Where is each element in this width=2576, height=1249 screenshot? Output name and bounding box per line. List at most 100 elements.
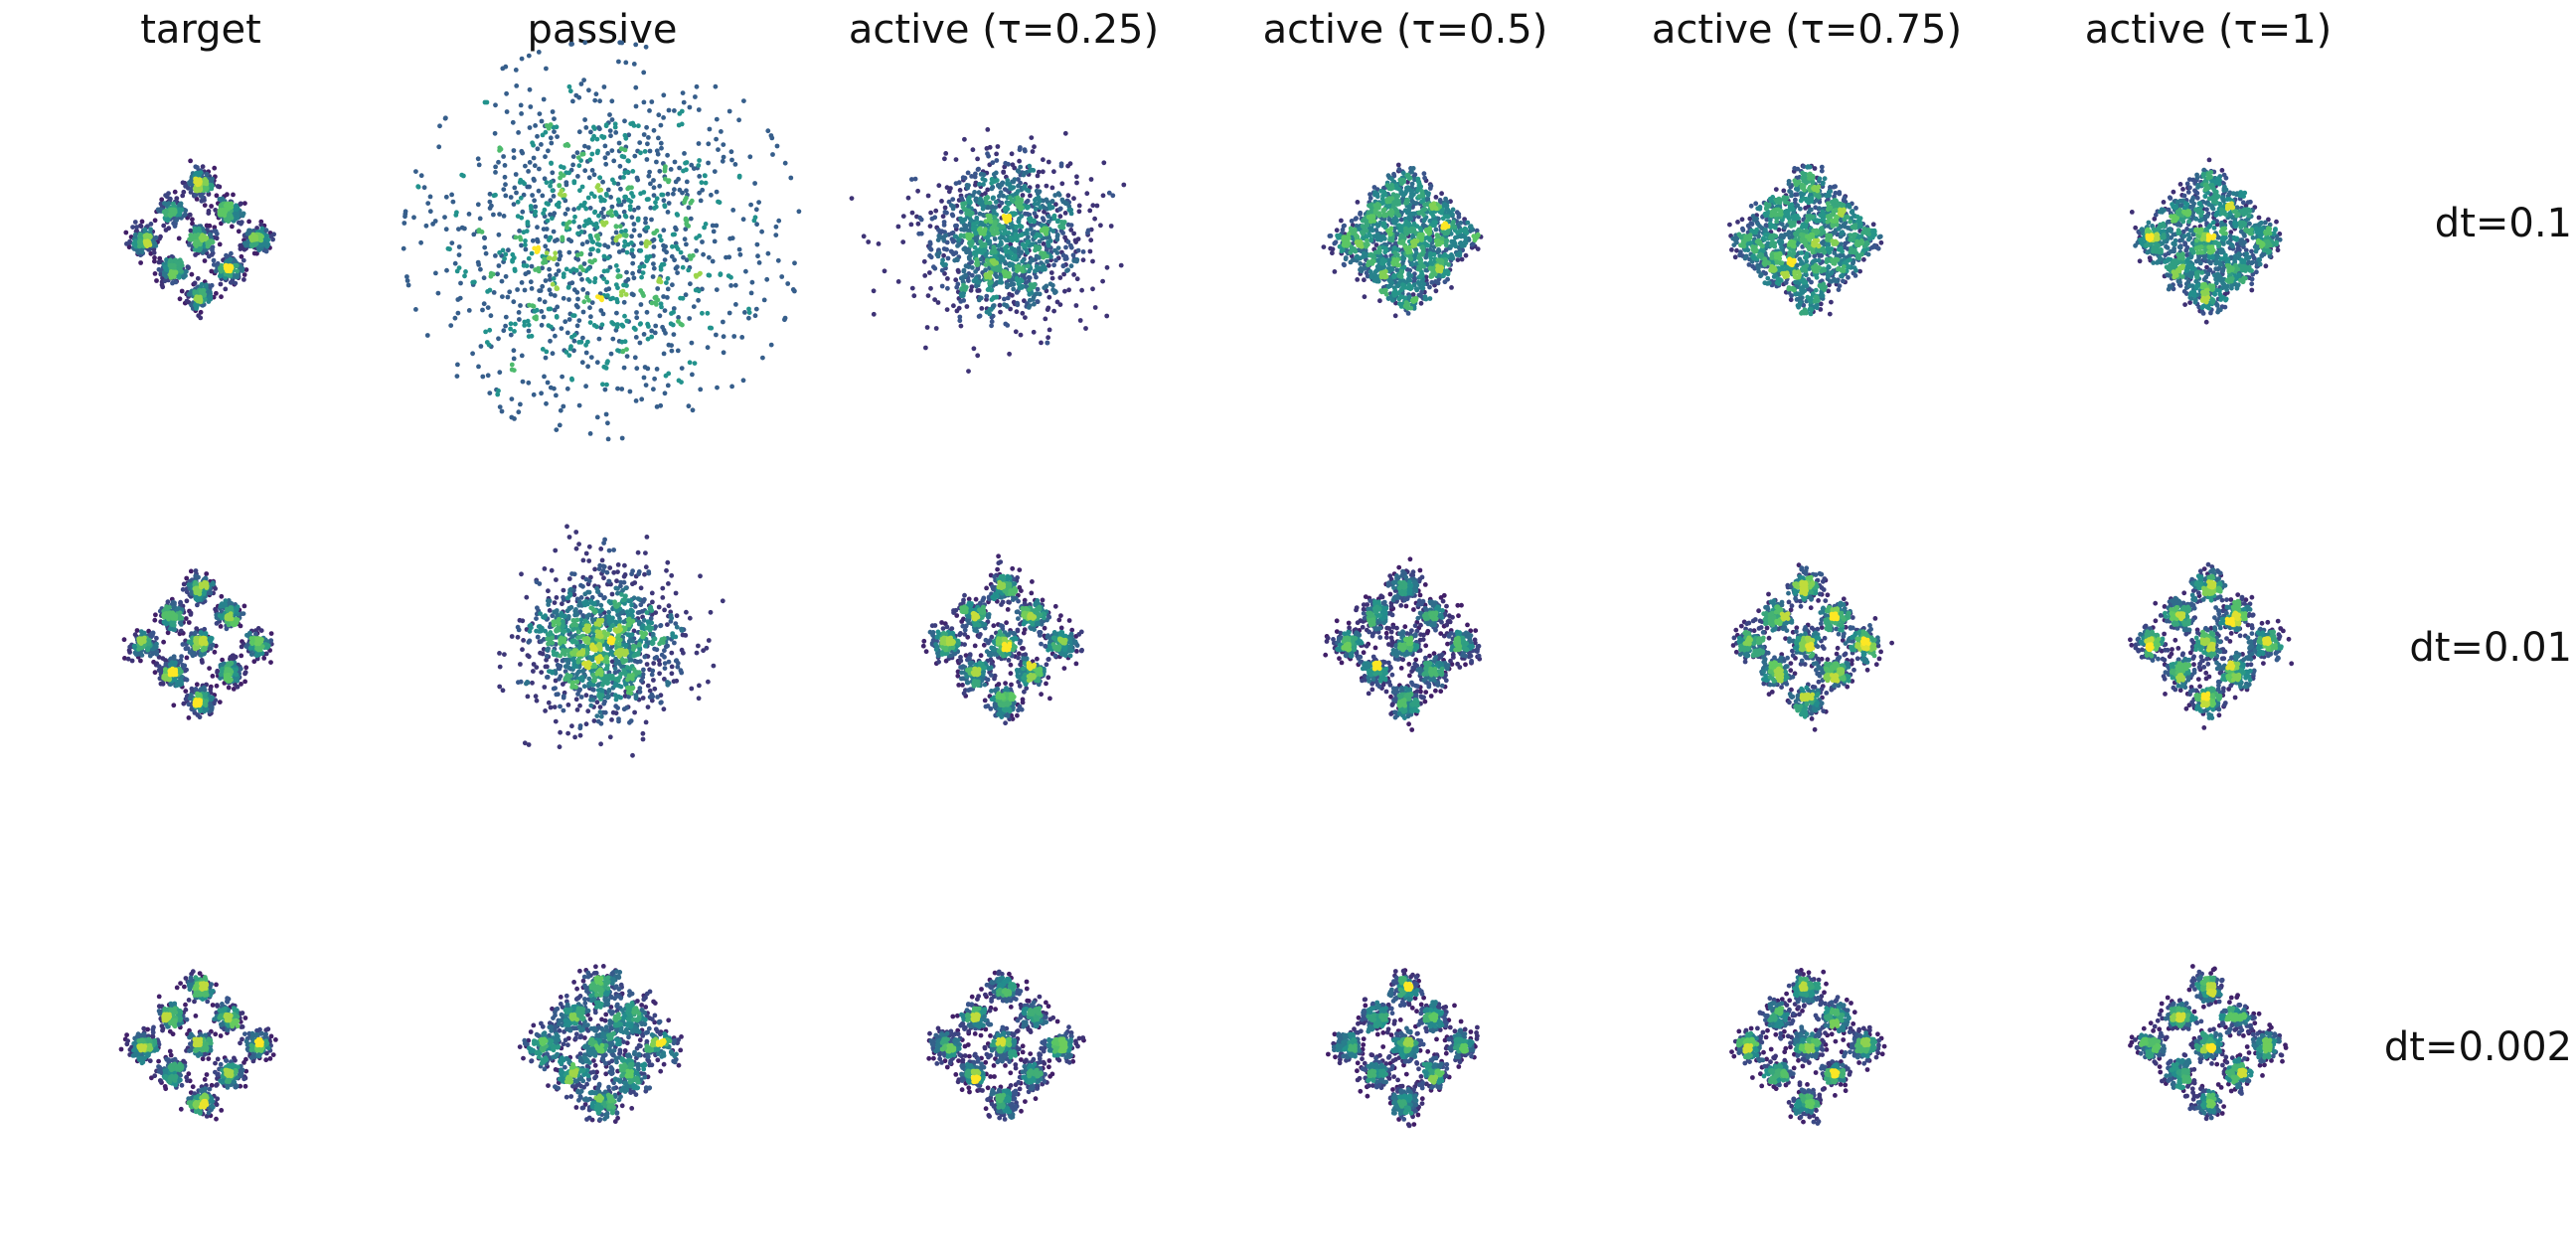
sample-point [457,244,462,249]
sample-point [532,315,537,320]
sample-point [992,172,997,177]
sample-point [1369,272,1374,277]
sample-point [621,175,626,180]
sample-point [177,236,182,241]
sample-point [1025,228,1030,233]
sample-point [671,323,676,328]
sample-point [1066,193,1071,198]
sample-point [1422,203,1427,208]
sample-point [896,279,901,284]
sample-point [186,265,191,270]
sample-point [558,176,563,181]
sample-point [492,193,497,198]
sample-point [1002,269,1007,274]
sample-point [972,346,977,351]
sample-point [950,250,955,255]
sample-point [537,189,542,194]
sample-point [782,317,787,322]
sample-point [959,276,964,281]
sample-point [644,239,649,244]
sample-point [575,150,580,155]
sample-point [546,202,551,207]
sample-point [746,316,751,321]
sample-point [975,353,980,358]
sample-point [1015,264,1020,269]
sample-point [1011,256,1016,261]
sample-point [529,204,534,209]
sample-point [1104,314,1109,319]
sample-point [998,303,1003,308]
sample-point [553,334,558,339]
sample-point [1078,318,1083,323]
sample-point [194,305,199,310]
sample-point [1434,228,1439,233]
sample-point [1422,171,1427,176]
sample-point [719,129,724,134]
sample-point [1068,228,1073,233]
sample-point [954,157,959,162]
sample-point [1060,200,1065,205]
sample-point [482,235,487,240]
sample-point [1393,313,1398,318]
sample-point [209,204,214,209]
sample-point [999,190,1004,195]
sample-point [552,116,557,121]
sample-point [1048,281,1053,286]
sample-point [455,363,460,368]
sample-point [1329,234,1334,238]
sample-point [528,125,533,130]
sample-point [797,209,802,214]
sample-point [981,207,986,212]
sample-point [729,149,734,154]
sample-point [999,276,1004,281]
sample-point [673,160,678,165]
sample-point [517,317,522,322]
sample-point [688,281,693,286]
sample-point [172,274,177,279]
sample-point [913,177,918,182]
sample-point [566,237,571,242]
sample-point [213,208,218,213]
sample-point [995,295,1000,300]
sample-point [966,183,971,188]
sample-point [1005,215,1010,220]
sample-point [1382,190,1387,195]
sample-point [1407,278,1412,283]
sample-point [484,251,489,256]
sample-point [596,214,601,219]
sample-point [225,266,230,271]
sample-point [1427,237,1432,242]
sample-point [564,183,569,188]
sample-point [198,316,203,321]
sample-point [489,274,494,279]
sample-point [753,313,758,318]
sample-point [974,276,979,281]
sample-point [928,240,933,245]
sample-point [998,264,1003,269]
sample-point [1050,276,1055,281]
sample-point [776,258,781,263]
sample-point [562,165,566,170]
sample-point [681,265,686,270]
sample-point [548,339,553,344]
sample-point [1005,323,1010,328]
sample-point [535,225,540,230]
sample-point [544,67,549,72]
sample-point [1419,301,1424,306]
sample-point [140,220,145,225]
sample-point [1069,223,1074,228]
sample-point [1047,328,1052,333]
sample-point [606,188,611,193]
sample-point [210,252,215,257]
sample-point [1007,182,1012,187]
sample-point [661,243,666,248]
sample-point [574,268,579,273]
column-title-active-tau-0.75: active (τ=0.75) [1652,7,1962,53]
sample-point [982,243,987,248]
sample-point [630,261,635,266]
sample-point [170,281,175,286]
sample-point [1010,151,1015,156]
sample-point [1449,243,1454,248]
sample-point [652,266,657,271]
sample-point [984,262,989,267]
